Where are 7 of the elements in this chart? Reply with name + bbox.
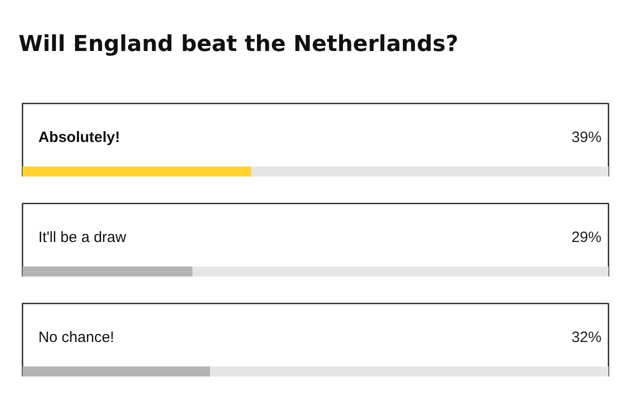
y-tick-label: Absolutely!: [38, 129, 120, 146]
y-tick-label: No chance!: [38, 329, 114, 346]
data-label: 29%: [571, 229, 602, 246]
chart-title: Will England beat the Netherlands?: [18, 32, 458, 57]
data-label: 32%: [571, 329, 602, 346]
data-label: 39%: [571, 129, 602, 146]
y-tick-label: It'll be a draw: [38, 229, 126, 246]
